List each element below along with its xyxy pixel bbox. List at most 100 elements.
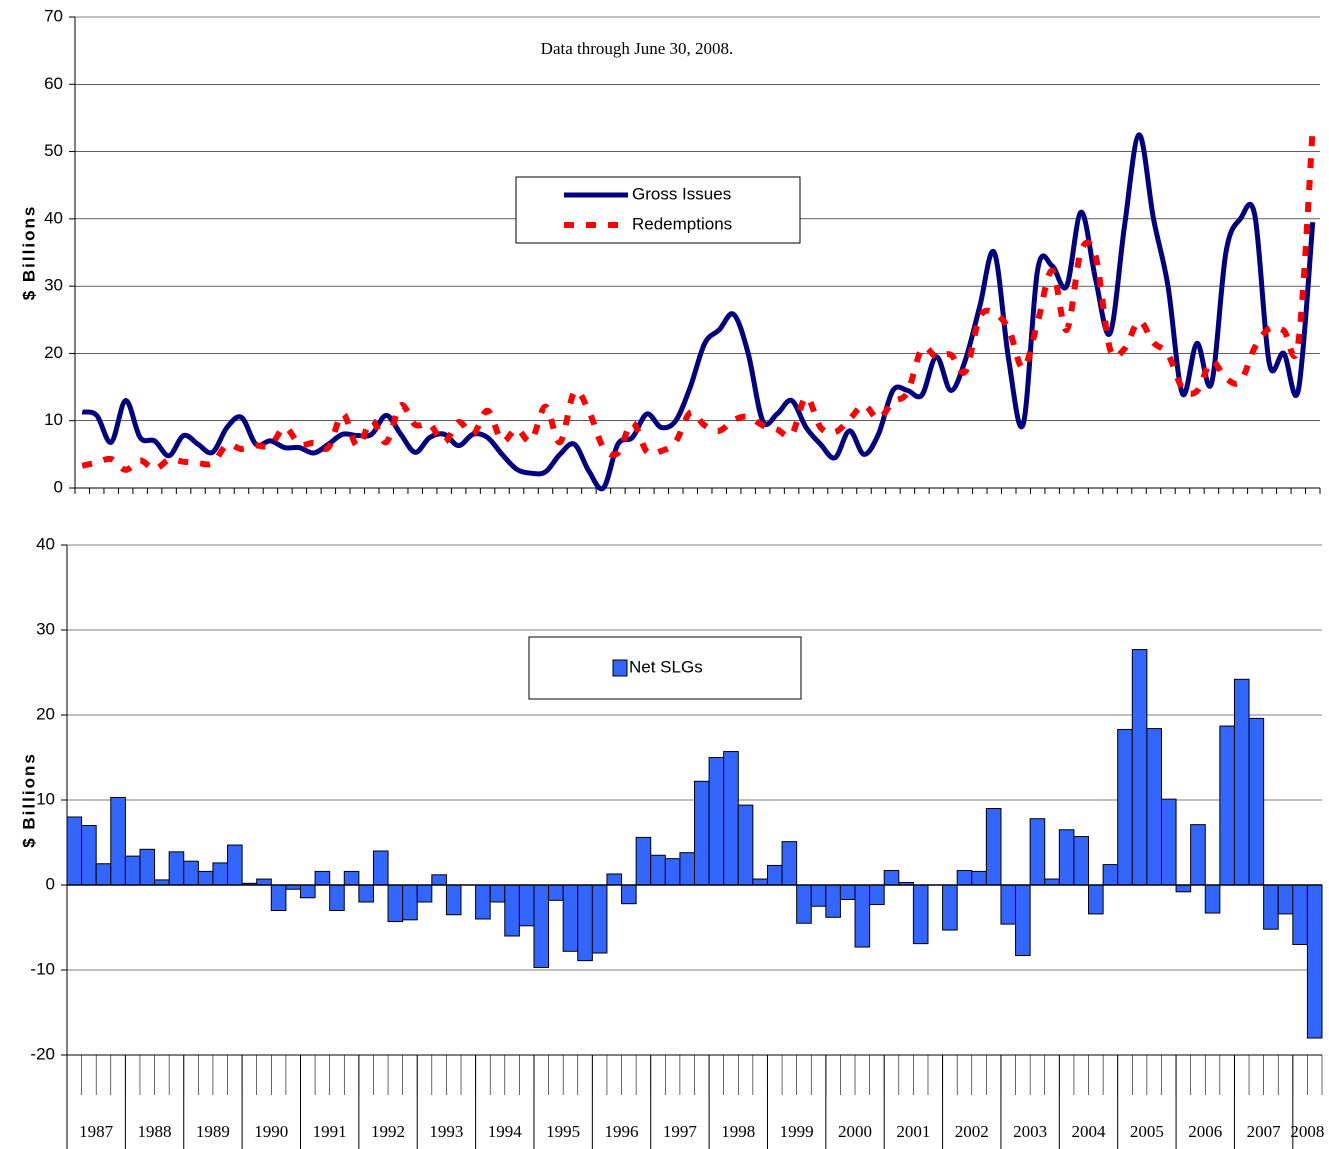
legend-swatch [612,659,628,677]
bar [95,863,112,886]
bar [752,878,768,886]
bar [1160,798,1177,886]
legend-box [528,636,802,700]
bar [1058,829,1075,886]
year-label: 1999 [780,1122,814,1141]
bar [1000,884,1017,925]
bar [445,884,462,916]
year-label: 2006 [1188,1122,1222,1141]
bar [737,804,754,886]
y-tick-label: 0 [46,874,55,893]
bar [825,884,841,918]
bar [1102,864,1119,886]
bar [781,841,798,886]
bar [343,870,360,886]
annotation: Data through June 30, 2008. [541,39,734,58]
y-tick-label: -20 [30,1044,55,1063]
legend-label: Net SLGs [629,657,703,676]
bar [1029,818,1046,886]
bar [1175,884,1192,893]
bar [664,858,681,886]
bar [548,884,564,901]
y-axis-title: $ Billions [19,752,38,848]
year-label: 2000 [838,1122,872,1141]
y-tick-label: 30 [44,276,63,295]
year-label: 2005 [1130,1122,1164,1141]
bar [1190,824,1206,886]
bar [912,884,929,945]
year-label: 1995 [546,1122,580,1141]
year-label: 1988 [138,1122,172,1141]
year-label: 1989 [196,1122,230,1141]
y-tick-label: 30 [36,619,55,638]
bar [606,873,623,886]
bar [329,884,345,911]
bar [402,884,418,921]
bar [883,870,900,886]
legend-box [515,176,801,244]
bar [197,870,214,886]
y-tick-label: 10 [44,410,63,429]
bar [168,851,185,886]
bar [839,884,856,900]
bar [956,870,973,886]
year-label: 1991 [313,1122,347,1141]
bar [1204,884,1221,914]
bar [1233,678,1250,886]
bar [1219,725,1235,886]
bar [212,862,229,886]
bar [256,878,272,886]
year-label: 2001 [896,1122,930,1141]
bar [416,884,433,903]
bar [635,836,652,886]
bar [489,884,506,903]
y-tick-label: 40 [44,208,63,227]
bar [110,796,126,886]
bar [1015,884,1031,957]
bar [562,884,579,952]
bar [708,757,725,886]
year-label: 2002 [955,1122,989,1141]
y-tick-label: -10 [30,959,55,978]
y-tick-label: 10 [36,789,55,808]
bar [1306,884,1323,1039]
bar [621,884,637,905]
bar [1117,728,1133,886]
series-line [81,132,1316,492]
year-label: 1990 [254,1122,288,1141]
bar [723,751,739,886]
bar [1263,884,1279,930]
bar [372,850,389,886]
bar [1088,884,1104,915]
y-tick-label: 20 [36,704,55,723]
bar [1277,884,1294,915]
bar [971,870,987,886]
bar [431,874,447,886]
bar [124,855,141,886]
bar [533,884,550,968]
y-tick-label: 40 [36,534,55,553]
year-label: 1993 [429,1122,463,1141]
bar [270,884,287,911]
bar [1248,717,1265,886]
bar [650,854,666,886]
bar [66,816,83,886]
bar [183,860,199,886]
bar [942,884,958,931]
y-tick-label: 0 [54,477,63,496]
bar [694,780,710,886]
bar [358,884,374,903]
bar [139,848,156,886]
bar [869,884,885,906]
bar [1131,649,1148,886]
bar [1146,728,1162,886]
bar [1044,878,1060,886]
year-label: 2004 [1072,1122,1107,1141]
year-label: 2008 [1290,1122,1324,1141]
legend-label: Redemptions [632,214,732,233]
bar [1073,836,1090,886]
bar [81,825,97,886]
year-label: 1997 [663,1122,698,1141]
